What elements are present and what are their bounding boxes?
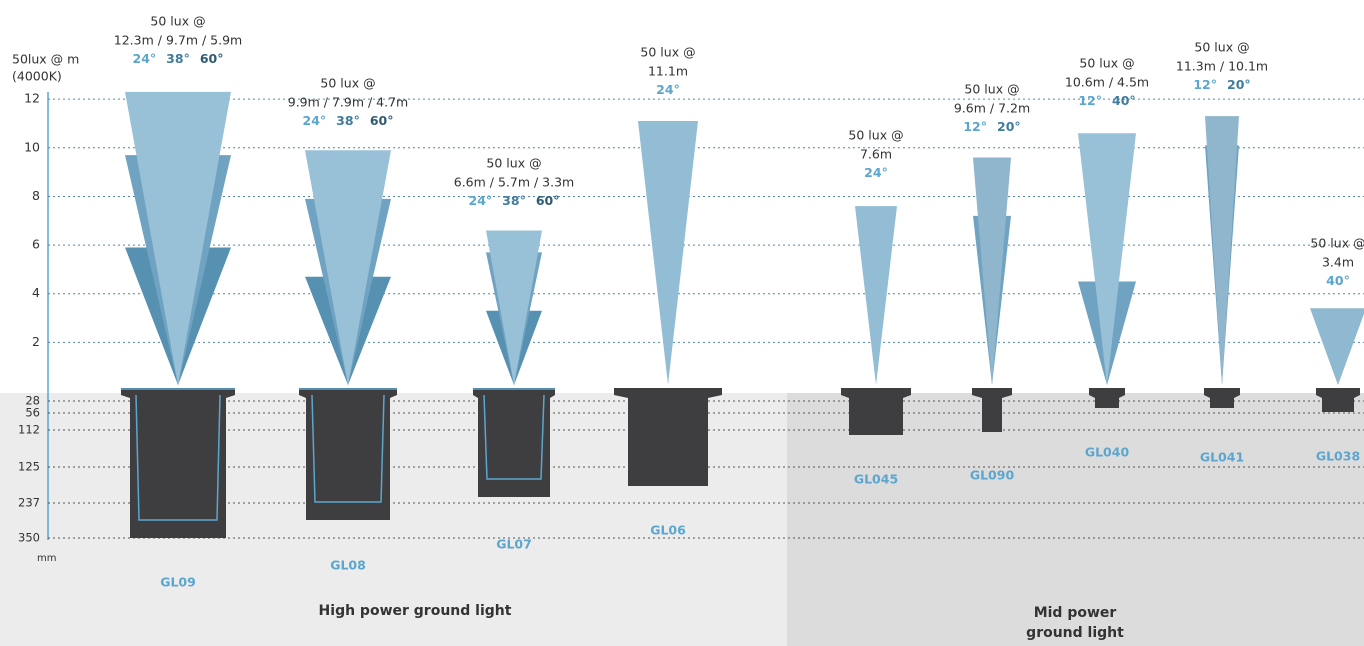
angle-label: 12°	[963, 119, 987, 134]
lux-label: 50 lux @	[1194, 40, 1249, 55]
lux-label: 50 lux @	[486, 156, 541, 171]
depth-tick-label: 28	[25, 394, 40, 408]
angle-label: 38°	[336, 113, 360, 128]
depth-tick-label: 350	[18, 531, 40, 545]
angle-label: 12°	[1193, 77, 1217, 92]
y-tick-label: 2	[32, 334, 40, 349]
distance-label: 11.3m / 10.1m	[1176, 59, 1268, 74]
angle-label: 38°	[166, 51, 190, 66]
lux-label: 50 lux @	[964, 82, 1019, 97]
beam	[305, 150, 391, 385]
angle-labels: 12° 40°	[1078, 93, 1135, 108]
product-name: GL06	[650, 523, 686, 538]
angle-labels: 24° 38° 60°	[303, 113, 394, 128]
fixture-body	[1089, 388, 1125, 408]
angle-labels: 40°	[1326, 273, 1350, 288]
fixture-body	[473, 388, 555, 497]
beam	[1205, 116, 1239, 386]
product-name: GL040	[1085, 445, 1130, 460]
fixture-body	[614, 388, 722, 486]
angle-label: 24°	[469, 193, 493, 208]
angle-label: 40°	[1326, 273, 1350, 288]
depth-tick-label: 56	[25, 406, 40, 420]
angle-labels: 24°	[656, 82, 680, 97]
distance-label: 6.6m / 5.7m / 3.3m	[454, 175, 574, 190]
angle-label: 20°	[1227, 77, 1251, 92]
fixture-body	[299, 388, 397, 520]
fixture-body	[121, 388, 235, 538]
product-name: GL09	[160, 575, 196, 590]
mid-power-zone	[787, 393, 1364, 646]
lux-label: 50 lux @	[640, 45, 695, 60]
beam	[855, 206, 897, 385]
distance-label: 3.4m	[1322, 255, 1354, 270]
angle-label: 40°	[1112, 93, 1136, 108]
y-tick-label: 6	[32, 237, 40, 252]
fixture-outline	[473, 388, 555, 480]
fixture-outline	[299, 388, 397, 503]
lux-label: 50 lux @	[1079, 56, 1134, 71]
beam	[973, 157, 1011, 385]
distance-label: 9.9m / 7.9m / 4.7m	[288, 95, 408, 110]
y-axis-label: 50lux @ m	[12, 52, 79, 67]
angle-label: 24°	[303, 113, 327, 128]
beam	[1078, 133, 1136, 385]
fixture-body	[841, 388, 911, 435]
angle-labels: 12° 20°	[1193, 77, 1250, 92]
angle-labels: 24° 38° 60°	[133, 51, 224, 66]
angle-label: 60°	[200, 51, 224, 66]
depth-tick-label: 125	[18, 460, 40, 474]
distance-label: 10.6m / 4.5m	[1065, 75, 1149, 90]
angle-label: 60°	[370, 113, 394, 128]
depth-tick-label: 112	[18, 423, 40, 437]
y-tick-label: 12	[24, 91, 40, 106]
product-name: GL07	[496, 537, 532, 552]
y-tick-label: 4	[32, 285, 40, 300]
lux-label: 50 lux @	[848, 128, 903, 143]
product-name: GL090	[970, 468, 1015, 483]
lux-label: 50 lux @	[1310, 236, 1364, 251]
distance-label: 12.3m / 9.7m / 5.9m	[114, 33, 242, 48]
product-name: GL041	[1200, 450, 1244, 465]
angle-labels: 24° 38° 60°	[469, 193, 560, 208]
lux-label: 50 lux @	[320, 76, 375, 91]
angle-label: 24°	[133, 51, 157, 66]
beam	[1310, 308, 1364, 385]
angle-label: 20°	[997, 119, 1021, 134]
angle-labels: 12° 20°	[963, 119, 1020, 134]
fixture-body	[1204, 388, 1240, 408]
beam	[486, 230, 542, 385]
distance-label: 7.6m	[860, 147, 892, 162]
angle-label: 24°	[864, 165, 888, 180]
depth-unit: mm	[37, 553, 56, 564]
beam	[125, 91, 231, 385]
group-label: High power ground light	[318, 603, 512, 619]
product-name: GL045	[854, 472, 898, 487]
beam	[638, 121, 698, 385]
angle-label: 12°	[1078, 93, 1102, 108]
y-axis-label: (4000K)	[12, 69, 62, 84]
angle-label: 24°	[656, 82, 680, 97]
lux-label: 50 lux @	[150, 14, 205, 29]
depth-tick-label: 237	[18, 496, 40, 510]
group-label: Mid power ground light	[1026, 605, 1124, 641]
angle-labels: 24°	[864, 165, 888, 180]
distance-label: 9.6m / 7.2m	[954, 101, 1030, 116]
fixture-body	[1316, 388, 1360, 412]
angle-label: 38°	[502, 193, 526, 208]
fixture-outline	[121, 388, 235, 521]
fixture-body	[972, 388, 1012, 432]
y-tick-label: 10	[24, 139, 40, 154]
product-name: GL08	[330, 558, 366, 573]
product-name: GL038	[1316, 449, 1360, 464]
angle-label: 60°	[536, 193, 560, 208]
y-tick-label: 8	[32, 188, 40, 203]
distance-label: 11.1m	[648, 64, 688, 79]
